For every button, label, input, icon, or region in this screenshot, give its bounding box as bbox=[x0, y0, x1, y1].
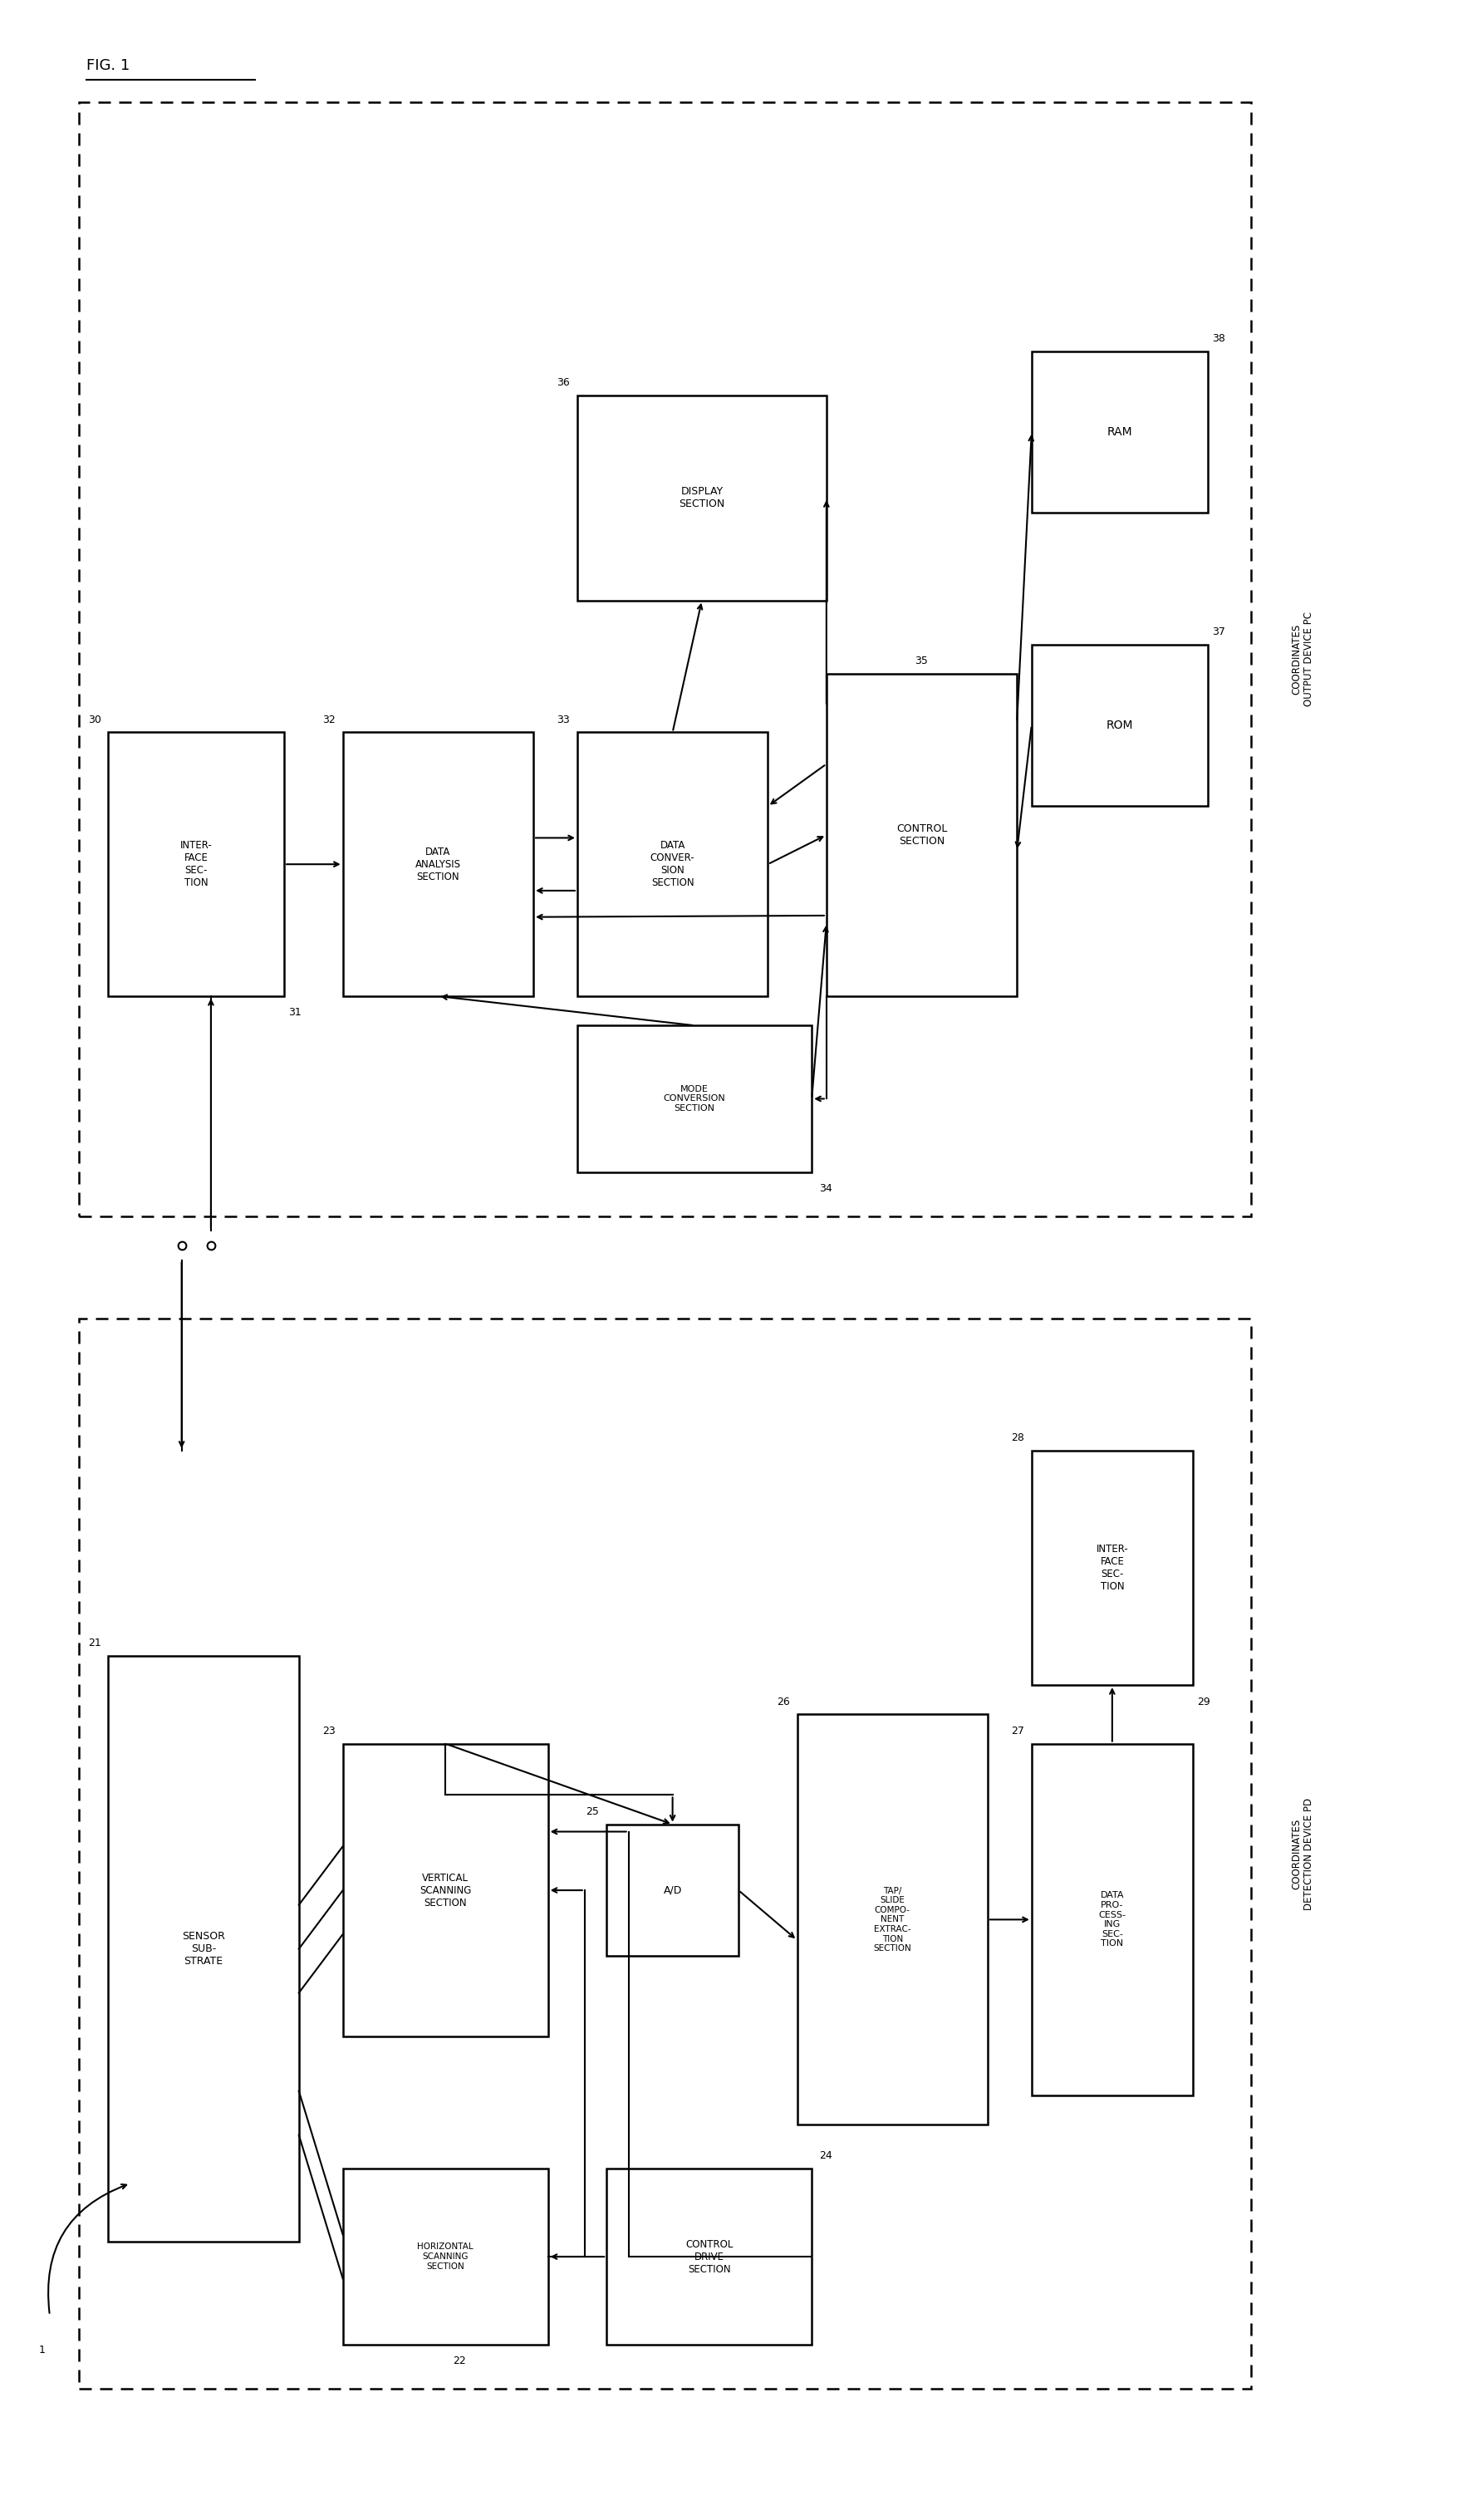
Text: 32: 32 bbox=[322, 713, 335, 726]
Text: COORDINATES
DETECTION DEVICE PD: COORDINATES DETECTION DEVICE PD bbox=[1291, 1797, 1315, 1910]
Text: 38: 38 bbox=[1211, 333, 1224, 343]
Bar bbox=[80, 103, 1251, 1217]
Text: 25: 25 bbox=[586, 1807, 600, 1817]
Text: MODE
CONVERSION
SECTION: MODE CONVERSION SECTION bbox=[663, 1086, 725, 1111]
Text: DATA
ANALYSIS
SECTION: DATA ANALYSIS SECTION bbox=[415, 847, 461, 882]
Text: DATA
PRO-
CESS-
ING
SEC-
TION: DATA PRO- CESS- ING SEC- TION bbox=[1099, 1893, 1125, 1948]
Text: 26: 26 bbox=[777, 1696, 790, 1706]
Text: SENSOR
SUB-
STRATE: SENSOR SUB- STRATE bbox=[182, 1930, 225, 1966]
Text: TAP/
SLIDE
COMPO-
NENT
EXTRAC-
TION
SECTION: TAP/ SLIDE COMPO- NENT EXTRAC- TION SECT… bbox=[873, 1887, 911, 1953]
Text: 21: 21 bbox=[89, 1638, 100, 1648]
Bar bbox=[1031, 350, 1208, 512]
Text: RAM: RAM bbox=[1106, 426, 1133, 438]
Bar bbox=[827, 673, 1018, 995]
Text: A/D: A/D bbox=[663, 1885, 682, 1895]
Bar bbox=[607, 2170, 812, 2344]
Text: 1: 1 bbox=[38, 2344, 46, 2356]
Bar bbox=[798, 1714, 988, 2124]
Bar bbox=[1031, 645, 1208, 806]
Text: VERTICAL
SCANNING
SECTION: VERTICAL SCANNING SECTION bbox=[419, 1872, 471, 1908]
Bar bbox=[108, 733, 284, 995]
Bar bbox=[343, 2170, 548, 2344]
Bar bbox=[1031, 1744, 1193, 2097]
Text: HORIZONTAL
SCANNING
SECTION: HORIZONTAL SCANNING SECTION bbox=[418, 2243, 474, 2271]
Text: CONTROL
SECTION: CONTROL SECTION bbox=[897, 824, 947, 847]
Text: 22: 22 bbox=[453, 2356, 465, 2366]
Text: 29: 29 bbox=[1198, 1696, 1210, 1706]
Text: FIG. 1: FIG. 1 bbox=[86, 58, 130, 73]
Text: 36: 36 bbox=[557, 378, 570, 388]
Bar bbox=[1031, 1452, 1193, 1686]
Text: DISPLAY
SECTION: DISPLAY SECTION bbox=[679, 486, 725, 509]
Text: INTER-
FACE
SEC-
TION: INTER- FACE SEC- TION bbox=[1096, 1545, 1128, 1593]
Text: ROM: ROM bbox=[1106, 718, 1133, 731]
Text: INTER-
FACE
SEC-
TION: INTER- FACE SEC- TION bbox=[180, 839, 213, 890]
Text: 34: 34 bbox=[820, 1184, 832, 1194]
Bar bbox=[343, 733, 533, 995]
Text: 37: 37 bbox=[1211, 627, 1224, 638]
Bar bbox=[108, 1656, 298, 2243]
Text: 27: 27 bbox=[1012, 1726, 1024, 1736]
Text: DATA
CONVER-
SION
SECTION: DATA CONVER- SION SECTION bbox=[650, 839, 694, 890]
Text: 24: 24 bbox=[820, 2150, 832, 2162]
Text: 35: 35 bbox=[916, 655, 928, 665]
Bar bbox=[607, 1824, 738, 1956]
Bar bbox=[578, 733, 768, 995]
Bar bbox=[80, 1318, 1251, 2389]
Text: COORDINATES
OUTPUT DEVICE PC: COORDINATES OUTPUT DEVICE PC bbox=[1291, 612, 1315, 706]
Bar bbox=[578, 1026, 812, 1172]
Bar bbox=[578, 396, 827, 600]
Text: 28: 28 bbox=[1012, 1431, 1024, 1444]
Text: 31: 31 bbox=[288, 1008, 301, 1018]
Bar bbox=[343, 1744, 548, 2036]
Text: 33: 33 bbox=[557, 713, 570, 726]
Text: 23: 23 bbox=[322, 1726, 335, 1736]
Text: CONTROL
DRIVE
SECTION: CONTROL DRIVE SECTION bbox=[685, 2238, 733, 2276]
Text: 30: 30 bbox=[87, 713, 100, 726]
